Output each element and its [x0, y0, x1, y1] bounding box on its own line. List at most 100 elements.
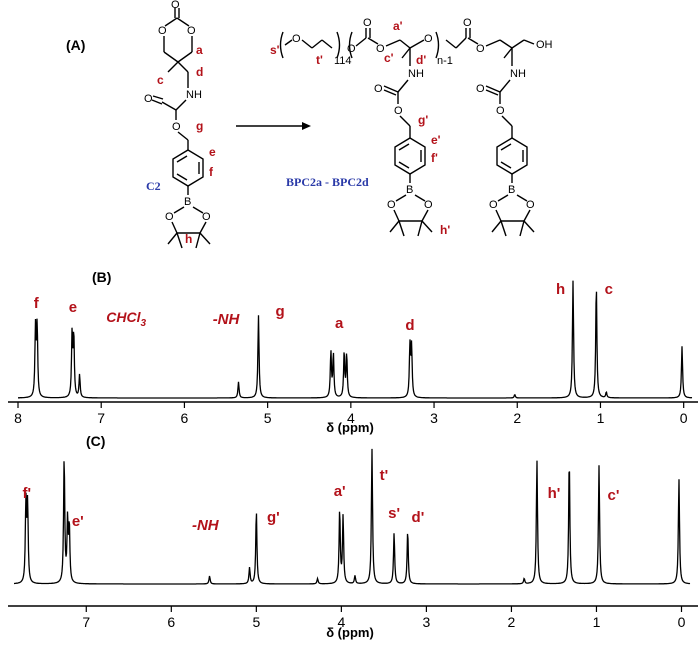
label-e-monomer: e — [209, 145, 216, 159]
atom-b-monomer: B — [184, 196, 191, 208]
label-g-prime: g' — [418, 113, 428, 127]
atom-o-pin-l: O — [165, 211, 174, 223]
atom-o-carb2: O — [376, 43, 385, 55]
label-e-prime: e' — [431, 133, 441, 147]
tick-label: 1 — [593, 614, 601, 630]
atom-o-sc2-pin-l: O — [489, 199, 498, 211]
peak-annotation: f' — [22, 485, 31, 502]
atom-b-sc2: B — [508, 184, 515, 196]
panel-label-b: (B) — [92, 269, 111, 285]
atom-o-sc2-pin-r: O — [526, 199, 535, 211]
peak-annotation: f — [34, 295, 40, 312]
tick-label: 0 — [680, 410, 688, 426]
label-a-prime: a' — [393, 19, 403, 33]
polymer-structure: O 114 O O O O n-1 NH — [279, 17, 553, 237]
tick-label: 4 — [347, 410, 355, 426]
label-d-prime: d' — [416, 53, 426, 67]
atom-o-top: O — [171, 0, 180, 11]
atom-o-sc2: O — [496, 105, 505, 117]
tick-label: 1 — [597, 410, 605, 426]
spectrum-b-trace — [18, 280, 693, 399]
tick-label: 5 — [252, 614, 260, 630]
peak-annotation: c — [605, 281, 613, 298]
peak-annotation: d — [405, 317, 414, 334]
atom-o-sc1-pin-r: O — [424, 199, 433, 211]
tick-label: 5 — [264, 410, 272, 426]
peak-annotation: s' — [388, 505, 400, 522]
peak-annotation: h' — [548, 485, 561, 502]
tick-label: 4 — [337, 614, 345, 630]
carbonate-repeat: n-1 — [437, 55, 453, 67]
tick-label: 0 — [678, 614, 686, 630]
peak-annotation: g — [276, 303, 285, 320]
monomer-structure: O O O NH O O — [144, 0, 211, 249]
atom-o-carb1: O — [347, 43, 356, 55]
label-a-monomer: a — [196, 43, 203, 57]
peak-annotation: e — [69, 299, 77, 316]
label-h-monomer: h — [185, 232, 192, 246]
peak-annotation: g' — [267, 509, 280, 526]
atom-nh-poly2: NH — [510, 68, 526, 80]
atom-o-peg: O — [292, 33, 301, 45]
tick-label: 6 — [181, 410, 189, 426]
reaction-scheme: (A) O O O NH O O — [66, 0, 553, 249]
monomer-name: C2 — [146, 179, 161, 193]
peak-annotation: e' — [72, 513, 84, 530]
polymer-name: BPC2a - BPC2d — [286, 175, 369, 189]
atom-o-pin-r: O — [202, 211, 211, 223]
atom-nh-poly1: NH — [408, 68, 424, 80]
peak-annotation: t' — [380, 467, 389, 484]
atom-o-sc1-carbonyl: O — [374, 83, 383, 95]
label-c-prime: c' — [384, 51, 394, 65]
panel-label-c: (C) — [86, 433, 105, 449]
spectrum-b-annotations: f e CHCl3 -NH g a d h c — [34, 281, 613, 334]
peak-annotation: -NH — [213, 311, 241, 328]
tick-label: 6 — [167, 614, 175, 630]
spectrum-c-annotations: f' e' -NH g' a' t' s' d' h' c' — [22, 467, 619, 534]
label-t-prime: t' — [316, 53, 323, 67]
atom-o-sc1-pin-l: O — [387, 199, 396, 211]
peak-annotation: CHCl3 — [106, 309, 146, 329]
label-s-prime: s' — [270, 43, 280, 57]
label-c-monomer: c — [157, 73, 164, 87]
peak-annotation: a' — [334, 483, 346, 500]
atom-o-sc1: O — [394, 105, 403, 117]
spectrum-b-xlabel: δ (ppm) — [326, 420, 374, 435]
atom-o-sc2-carbonyl: O — [476, 83, 485, 95]
panel-label-a: (A) — [66, 37, 85, 53]
peak-annotation: -NH — [192, 517, 220, 534]
atom-b-sc1: B — [406, 184, 413, 196]
atom-nh-monomer: NH — [186, 89, 202, 101]
atom-o-ester: O — [172, 121, 181, 133]
tick-label: 2 — [513, 410, 521, 426]
label-g-monomer: g — [196, 119, 203, 133]
label-f-monomer: f — [209, 165, 214, 179]
peak-annotation: h — [556, 281, 565, 298]
atom-o-carb-top: O — [363, 17, 372, 29]
atom-o-left: O — [158, 25, 167, 37]
label-h-prime: h' — [440, 223, 450, 237]
label-d-monomer: d — [196, 65, 203, 79]
tick-label: 7 — [82, 614, 90, 630]
atom-o-end-top: O — [463, 17, 472, 29]
peg-repeat-count: 114 — [334, 55, 352, 67]
peak-annotation: c' — [608, 487, 620, 504]
label-f-prime: f' — [431, 151, 438, 165]
tick-label: 3 — [423, 614, 431, 630]
spectrum-b: (B) 8 7 6 5 4 3 2 1 0 f e CHCl3 -NH g a d h c δ (ppm) — [8, 269, 698, 435]
tick-label: 2 — [508, 614, 516, 630]
atom-o-carbonyl: O — [144, 93, 153, 105]
tick-label: 7 — [97, 410, 105, 426]
atom-o-right: O — [187, 25, 196, 37]
reaction-arrow — [236, 122, 311, 130]
spectrum-c: (C) 7 6 5 4 3 2 1 0 f' e' -NH g' a' t' s' d' h' c' δ (pp… — [8, 433, 698, 640]
spectrum-c-ticks: 7 6 5 4 3 2 1 0 — [82, 606, 686, 630]
peak-annotation: d' — [412, 509, 425, 526]
spectrum-b-ticks: 8 7 6 5 4 3 2 1 0 — [14, 402, 688, 426]
atom-o-end: O — [476, 43, 485, 55]
spectrum-c-trace — [14, 448, 691, 585]
tick-label: 8 — [14, 410, 22, 426]
atom-o-carb3: O — [424, 33, 433, 45]
tick-label: 3 — [430, 410, 438, 426]
